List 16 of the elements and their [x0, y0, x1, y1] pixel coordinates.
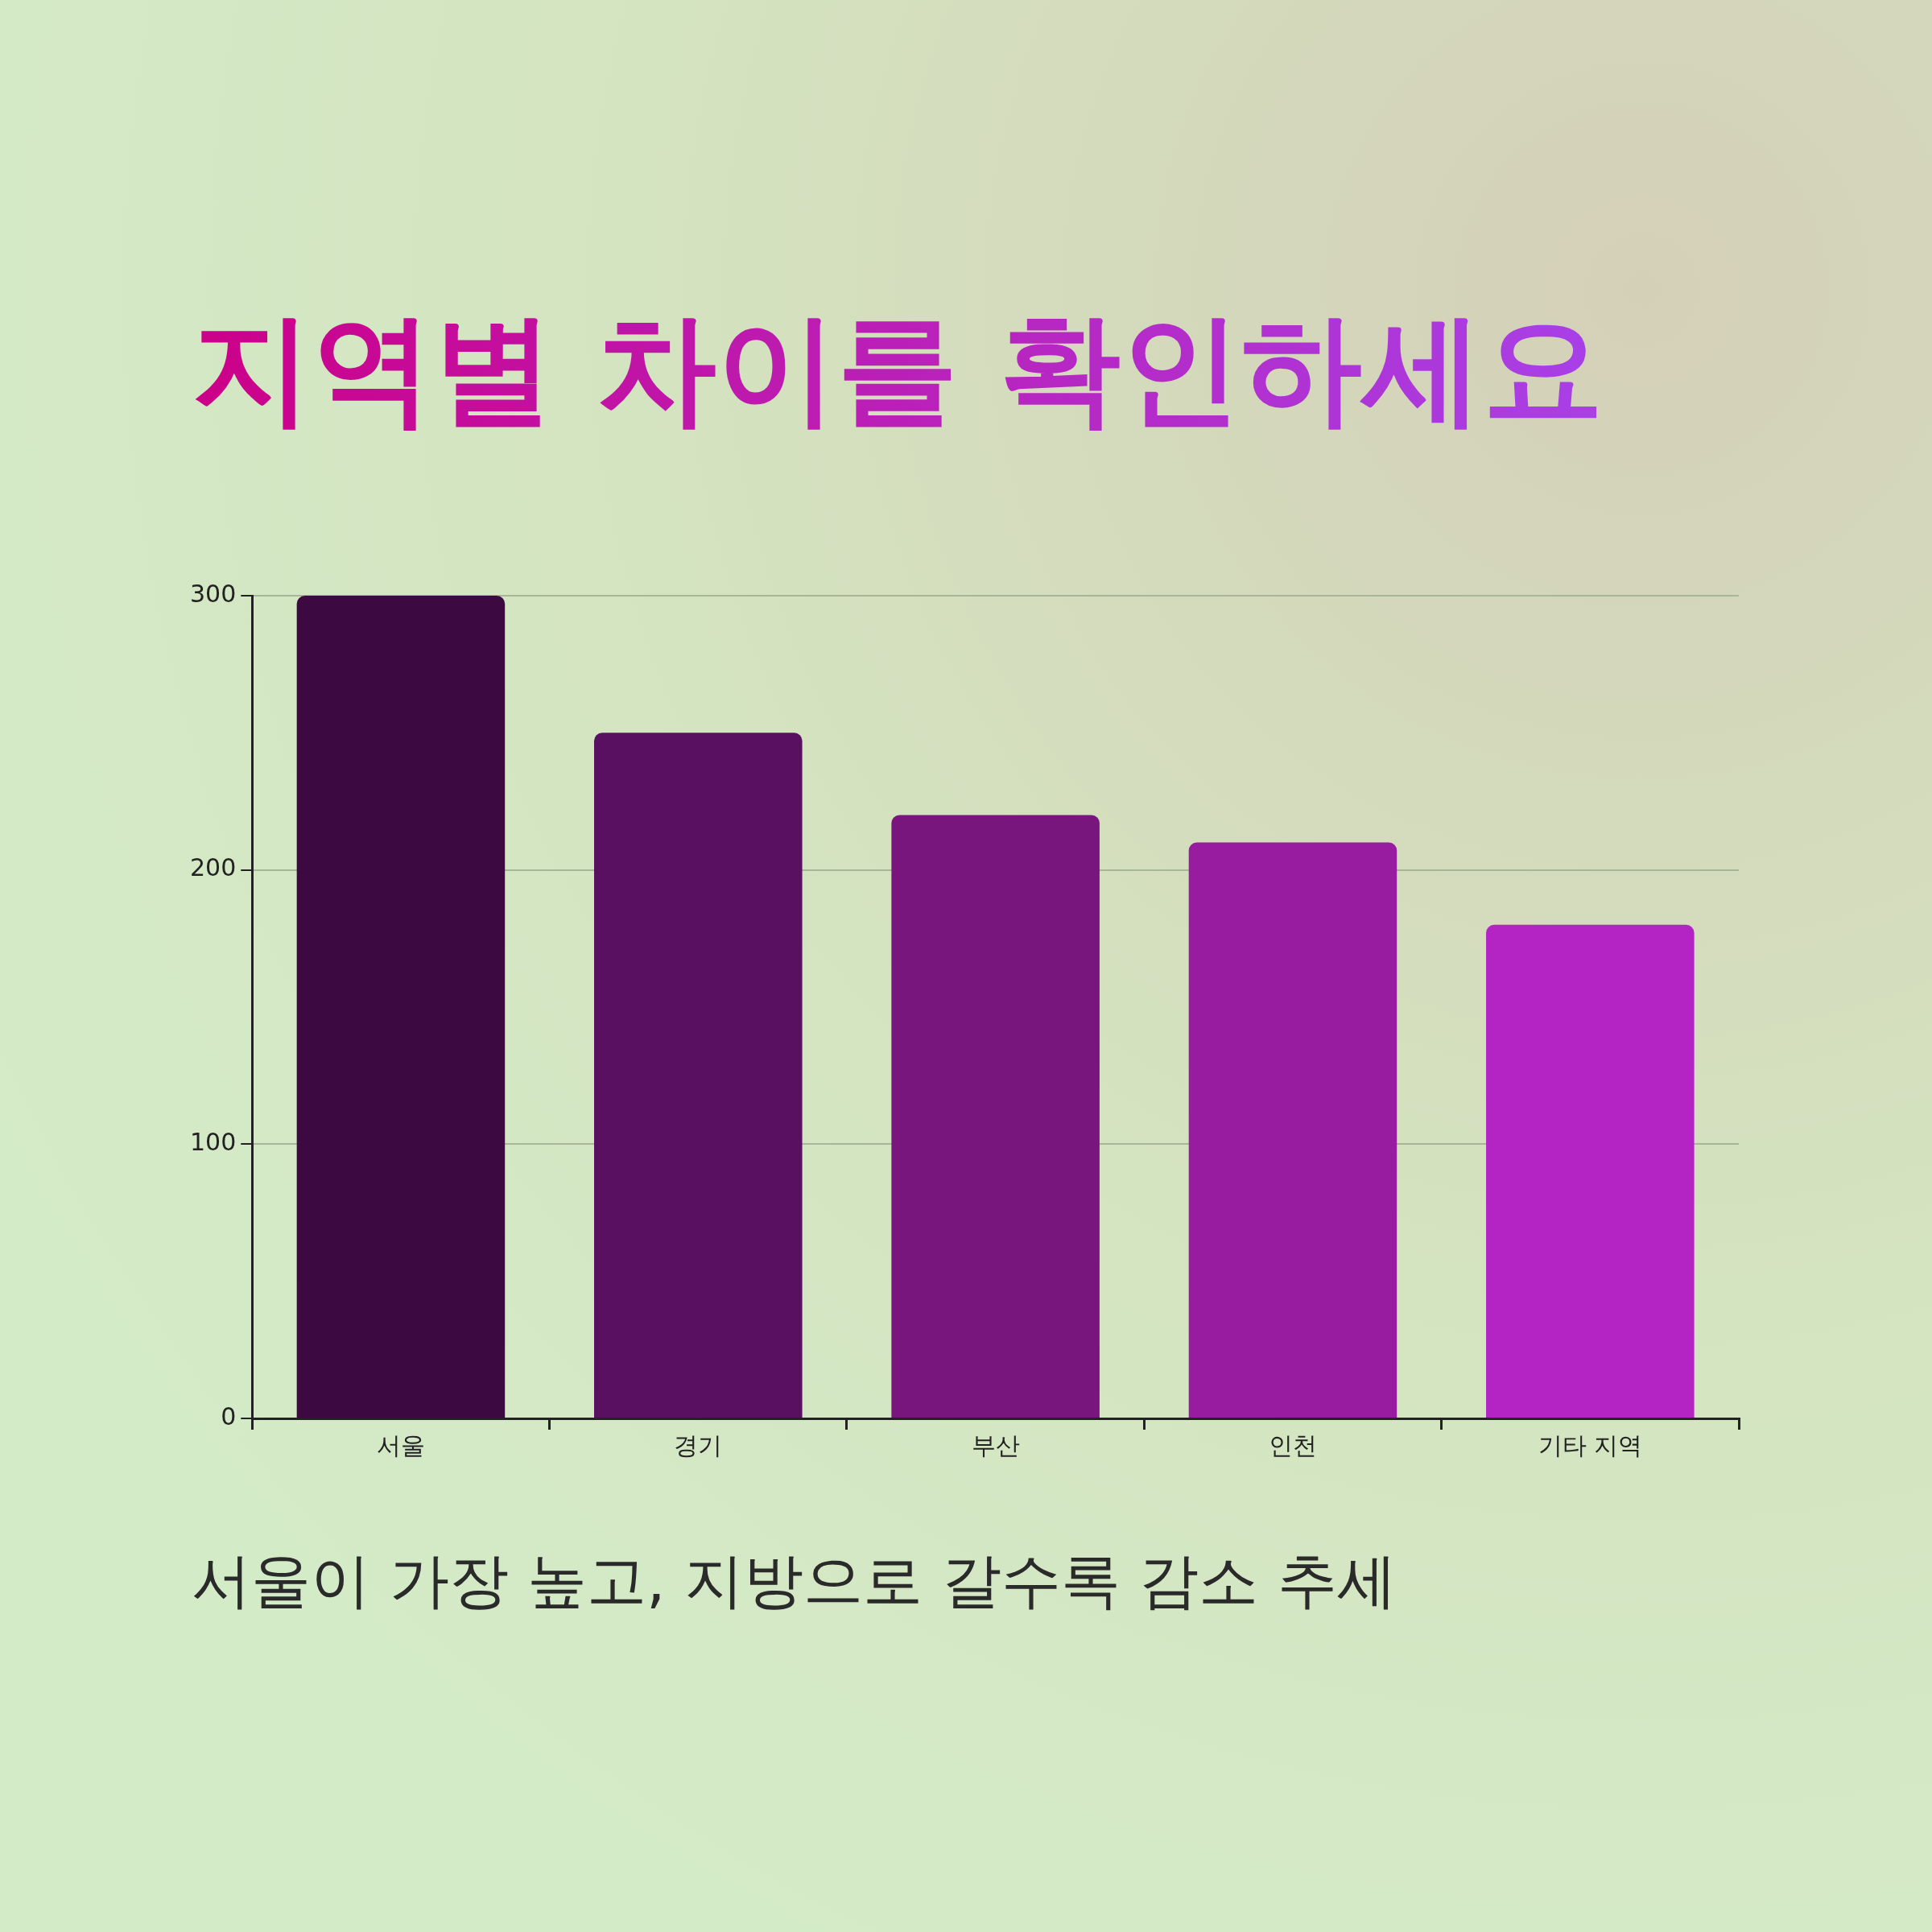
y-tick-label: 200	[190, 853, 237, 882]
x-tick-label: 경기	[674, 1430, 723, 1459]
bar	[594, 733, 803, 1418]
text: 서울이 가장 높고, 지방으로 갈수록 감소 추세	[192, 1545, 1397, 1616]
y-tick-label: 0	[221, 1402, 237, 1430]
bar	[891, 815, 1100, 1418]
x-tick-label: 기타 지역	[1538, 1430, 1643, 1459]
bar	[1188, 842, 1397, 1418]
bar	[296, 596, 506, 1418]
y-tick-label: 300	[190, 579, 237, 608]
x-tick-label: 부산	[971, 1430, 1020, 1459]
x-tick-label: 서울	[376, 1430, 425, 1459]
x-tick-label: 인천	[1268, 1430, 1317, 1459]
bar	[1486, 924, 1695, 1418]
chart-title: 지역별 차이를 확인하세요	[192, 290, 1604, 452]
y-tick-label: 100	[190, 1128, 237, 1157]
